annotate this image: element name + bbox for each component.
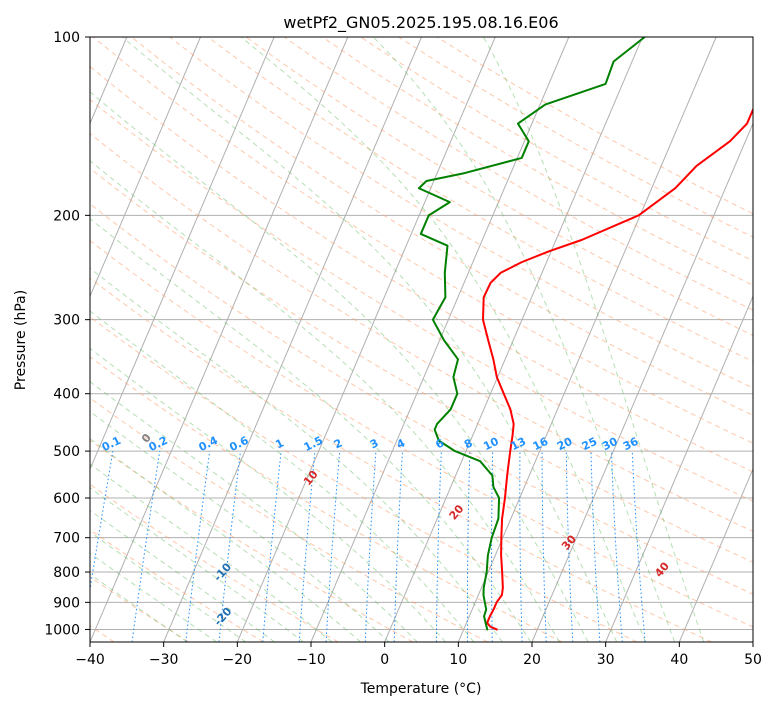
y-axis-label: Pressure (hPa)	[13, 290, 29, 390]
isotherm-line	[605, 295, 753, 642]
y-tick-label: 800	[53, 565, 80, 581]
mixing-ratio-line	[131, 451, 161, 642]
isotherm-line	[236, 37, 496, 642]
x-tick-label: 0	[380, 652, 389, 668]
dry-adiabat-line	[90, 203, 753, 595]
isotherm-line	[90, 37, 349, 642]
mixing-ratio-label: 25	[580, 435, 599, 453]
dry-adiabat-line	[90, 239, 753, 628]
mixing-ratio-line	[90, 451, 114, 593]
mixing-ratio-line	[218, 451, 242, 642]
dry-adiabat-line	[90, 132, 753, 532]
dry-adiabat-line	[90, 483, 339, 642]
moist-adiabat-line	[482, 37, 705, 642]
mixing-ratio-label: 20	[555, 435, 575, 454]
x-tick-label: 40	[670, 652, 688, 668]
mixing-ratio-line	[185, 451, 211, 642]
x-tick-label: −40	[75, 652, 105, 668]
dry-adiabat-line	[90, 397, 488, 642]
x-axis-label: Temperature (°C)	[360, 681, 482, 697]
isotherm-line	[90, 37, 201, 298]
y-tick-label: 200	[53, 208, 80, 224]
isotherm-line	[384, 37, 643, 642]
x-tick-label: −20	[223, 652, 253, 668]
moist-adiabat-line	[90, 438, 361, 642]
moist-adiabat-line	[90, 218, 532, 642]
moist-adiabat-line	[90, 573, 188, 642]
dry-adiabat-line	[90, 439, 414, 642]
x-tick-label: 20	[523, 652, 541, 668]
y-tick-label: 500	[53, 444, 80, 460]
moist-adiabat-line	[90, 310, 475, 642]
chart-title: wetPf2_GN05.2025.195.08.16.E06	[283, 13, 558, 33]
dry-adiabat-line	[90, 356, 563, 642]
mixing-ratio-label: 30	[600, 435, 620, 454]
moist-adiabat-line	[90, 463, 333, 642]
isotherm-line	[90, 37, 275, 471]
x-tick-label: −10	[296, 652, 326, 668]
background-lines	[90, 37, 753, 642]
dry-adiabat-line	[131, 37, 753, 416]
x-tick-label: 50	[744, 652, 762, 668]
y-axis-ticks: 100 200 300 400 500 600 700 800 900 1000	[44, 30, 90, 638]
moist-adiabat-line	[90, 531, 246, 642]
mixing-ratio-label: 13	[509, 435, 528, 453]
moist-adiabat-line	[90, 91, 589, 642]
plot-frame	[89, 36, 754, 643]
mixing-ratio-line	[262, 451, 282, 642]
mixing-ratio-line	[298, 451, 316, 642]
y-tick-label: 400	[53, 387, 80, 403]
mixing-ratio-label: 16	[531, 435, 551, 454]
y-tick-label: 300	[53, 313, 80, 329]
mixing-ratio-label: 10	[481, 435, 501, 454]
moist-adiabat-line	[90, 410, 390, 642]
x-tick-label: 30	[597, 652, 615, 668]
x-tick-label: 10	[449, 652, 467, 668]
moist-adiabat-line	[90, 160, 560, 642]
dry-adiabat-line	[207, 37, 753, 363]
y-tick-label: 900	[53, 595, 80, 611]
dewpoint-profile-line	[417, 37, 646, 631]
dry-adiabat-line	[283, 37, 753, 311]
series-layer	[417, 37, 753, 631]
y-tick-label: 1000	[44, 622, 80, 638]
moist-adiabat-line	[90, 347, 446, 642]
moist-adiabat-line	[121, 37, 618, 642]
moist-adiabat-line	[90, 552, 217, 642]
moist-adiabat-line	[240, 37, 647, 642]
y-tick-label: 100	[53, 30, 80, 46]
mixing-ratio-label: 36	[621, 435, 641, 454]
y-tick-label: 700	[53, 531, 80, 547]
isotherm-line	[163, 37, 422, 642]
x-tick-label: −30	[149, 652, 179, 668]
x-axis-ticks: −40 −30 −20 −10 0 10 20 30 40 50	[75, 642, 762, 668]
dry-adiabat-line	[90, 167, 753, 563]
dry-adiabat-line	[90, 65, 753, 473]
isotherm-line	[678, 467, 753, 642]
y-tick-label: 600	[53, 491, 80, 507]
moist-adiabat-line	[372, 37, 676, 642]
temperature-profile-line	[481, 107, 753, 631]
